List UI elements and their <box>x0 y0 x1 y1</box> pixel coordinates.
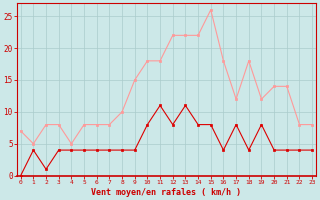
X-axis label: Vent moyen/en rafales ( km/h ): Vent moyen/en rafales ( km/h ) <box>92 188 241 197</box>
